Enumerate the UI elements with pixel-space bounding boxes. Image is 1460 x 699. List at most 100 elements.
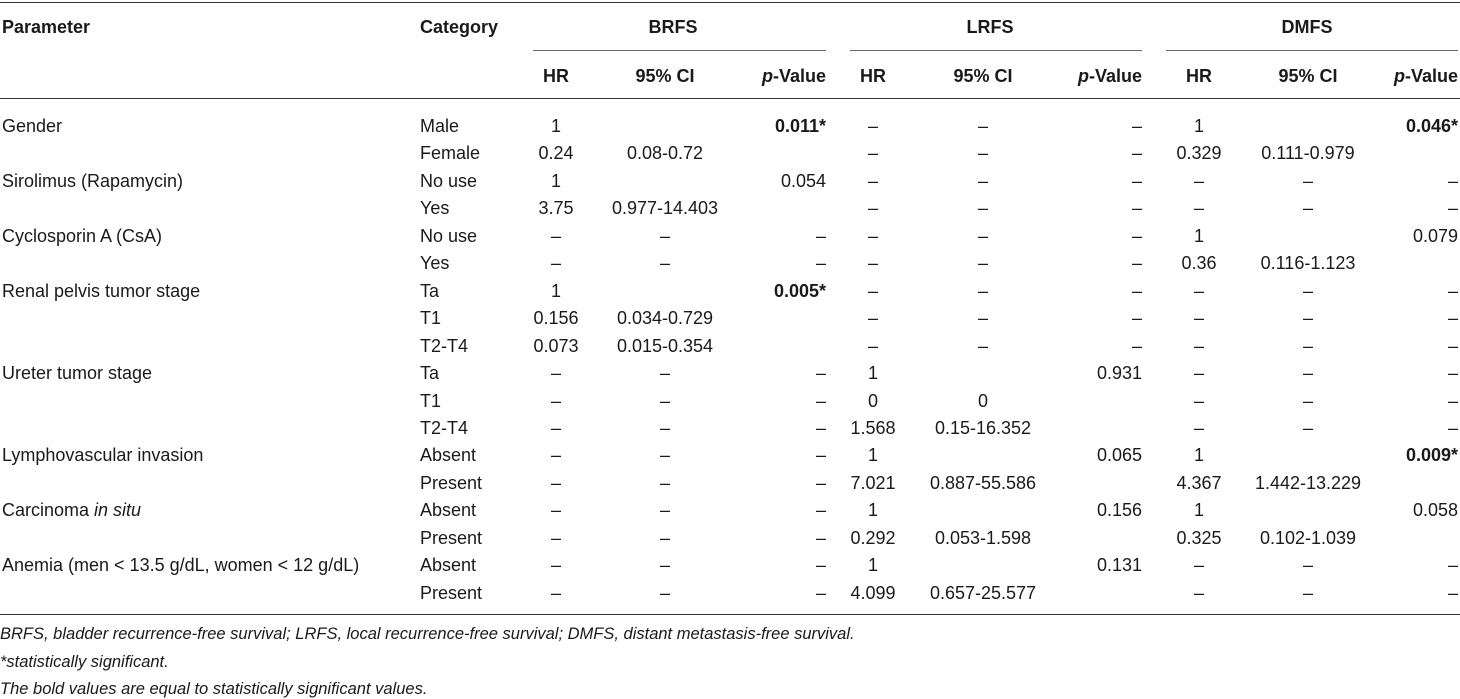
table-cell: –	[867, 143, 878, 164]
row-category: Absent	[420, 445, 477, 466]
header-rule	[0, 98, 1460, 99]
table-cell: –	[815, 363, 826, 384]
table-cell: 0.005*	[773, 280, 826, 301]
p-italic: p	[1393, 66, 1405, 86]
table-cell: 0.015-0.354	[616, 335, 714, 356]
table-cell: –	[977, 170, 988, 191]
table-cell: –	[1302, 363, 1313, 384]
table-cell: 1	[867, 445, 878, 466]
table-cell: –	[867, 308, 878, 329]
footnote-bold-values: The bold values are equal to statistical…	[0, 680, 428, 698]
table-cell: –	[1131, 170, 1142, 191]
table-cell: 0.887-55.586	[929, 472, 1037, 493]
table-cell: 1	[550, 280, 561, 301]
table-cell: 0.011*	[774, 116, 826, 136]
table-cell: –	[815, 500, 826, 521]
table-cell: –	[659, 472, 670, 493]
table-cell: 0.116-1.123	[1260, 253, 1356, 274]
table-cell: 0.131	[1096, 555, 1142, 576]
table-cell: –	[659, 500, 670, 521]
table-cell: –	[1131, 308, 1142, 329]
table-cell: –	[550, 582, 561, 603]
table-cell: –	[1447, 582, 1458, 603]
row-category: T1	[420, 308, 442, 329]
table-cell: –	[815, 555, 826, 576]
footnote-abbreviations: BRFS, bladder recurrence-free survival; …	[0, 625, 855, 643]
table-cell: 0	[977, 390, 988, 411]
table-cell: –	[977, 253, 988, 274]
table-cell: 1.442-13.229	[1254, 472, 1362, 493]
footnote-significance: *statistically significant.	[0, 653, 169, 671]
table-cell: –	[1193, 335, 1204, 356]
table-cell: 0.977-14.403	[611, 198, 719, 219]
table-cell: 0.657-25.577	[929, 582, 1037, 603]
table-cell: 0.24	[538, 143, 574, 164]
table-cell: –	[659, 445, 670, 466]
table-cell: –	[815, 527, 826, 548]
row-parameter: Cyclosporin A (CsA)	[2, 225, 163, 246]
lrfs-span-rule	[850, 50, 1142, 51]
table-cell: –	[1193, 308, 1204, 329]
table-cell: –	[550, 417, 561, 438]
p-italic: p	[761, 66, 773, 86]
table-cell: 0.156	[533, 308, 579, 329]
table-cell: –	[550, 363, 561, 384]
table-cell: 0.065	[1096, 445, 1142, 466]
row-parameter: Gender	[2, 116, 63, 136]
table-cell: –	[659, 582, 670, 603]
table-cell: –	[1447, 363, 1458, 384]
header-ci: 95% CI	[1278, 66, 1338, 86]
table-cell: –	[867, 335, 878, 356]
row-parameter: Anemia (men < 13.5 g/dL, women < 12 g/dL…	[2, 555, 360, 576]
table-cell: –	[1193, 390, 1204, 411]
top-rule	[0, 2, 1460, 3]
table-cell: 0.054	[780, 170, 826, 191]
table-cell: –	[815, 582, 826, 603]
p-italic: p	[1077, 66, 1089, 86]
header-ci: 95% CI	[953, 66, 1013, 86]
table-cell: 1	[867, 500, 878, 521]
table-cell: –	[659, 555, 670, 576]
param-text: Carcinoma	[2, 500, 95, 521]
header-parameter: Parameter	[2, 17, 91, 37]
header-p-value: p-Value	[1022, 65, 1142, 87]
table-cell: –	[1447, 417, 1458, 438]
table-cell: –	[1131, 116, 1142, 136]
table-cell: –	[977, 143, 988, 164]
row-category: Present	[420, 527, 483, 548]
table-cell: 1	[1193, 500, 1204, 521]
header-group-lrfs: LRFS	[966, 17, 1014, 37]
table-cell: 0.046*	[1405, 116, 1458, 136]
p-rest: -Value	[772, 66, 826, 86]
dmfs-span-rule	[1166, 50, 1458, 51]
table-cell: –	[867, 170, 878, 191]
row-parameter: Ureter tumor stage	[2, 363, 153, 384]
table-cell: –	[659, 253, 670, 274]
param-italic: in situ	[94, 500, 142, 521]
table-cell: 0.325	[1176, 527, 1222, 548]
table-cell: –	[867, 280, 878, 301]
row-category: Present	[420, 472, 483, 493]
row-category: Male	[420, 116, 460, 136]
table-cell: –	[1447, 555, 1458, 576]
table-cell: –	[1193, 582, 1204, 603]
table-cell: –	[1302, 198, 1313, 219]
table-cell: –	[977, 198, 988, 219]
table-cell: –	[1447, 280, 1458, 301]
p-rest: -Value	[1088, 66, 1142, 86]
table-cell: –	[1447, 198, 1458, 219]
table-cell: –	[1131, 253, 1142, 274]
table-cell: –	[977, 116, 988, 136]
table-cell: 0.053-1.598	[934, 527, 1032, 548]
row-category: T1	[420, 390, 442, 411]
row-parameter: Carcinoma in situ	[2, 499, 141, 521]
table-cell: –	[550, 225, 561, 246]
table-cell: 1.568	[850, 417, 896, 438]
table-cell: –	[1302, 280, 1313, 301]
table-cell: –	[1302, 170, 1313, 191]
header-group-brfs: BRFS	[648, 17, 698, 37]
table-cell: 0.073	[533, 335, 579, 356]
row-category: Yes	[420, 198, 450, 219]
table-cell: –	[1193, 170, 1204, 191]
table-cell: –	[1302, 308, 1313, 329]
